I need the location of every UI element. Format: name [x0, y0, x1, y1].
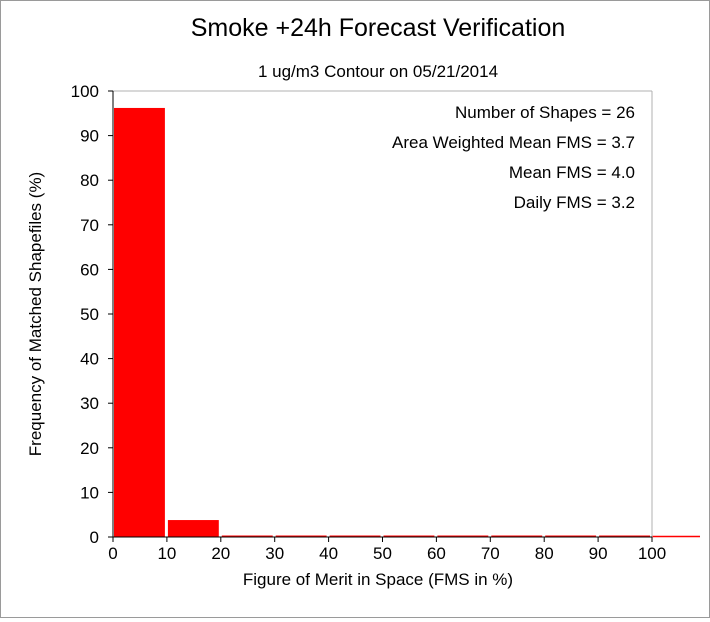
chart-title: Smoke +24h Forecast Verification [191, 14, 566, 42]
x-tick-label: 90 [589, 544, 608, 563]
y-tick-label: 20 [80, 439, 99, 458]
x-axis-label: Figure of Merit in Space (FMS in %) [243, 570, 513, 589]
x-tick-label: 20 [211, 544, 230, 563]
x-tick-label: 10 [157, 544, 176, 563]
x-tick-label: 50 [373, 544, 392, 563]
y-tick-label: 70 [80, 216, 99, 235]
bars-group [114, 107, 700, 538]
bar-50-60 [383, 535, 435, 537]
y-tick-label: 50 [80, 305, 99, 324]
y-tick-label: 0 [90, 528, 99, 547]
y-tick-label: 90 [80, 127, 99, 146]
stat-line: Mean FMS = 4.0 [509, 163, 635, 182]
bar-30-40 [275, 535, 327, 537]
y-ticks-group: 0 10 20 30 40 50 60 70 80 90 100 [71, 82, 113, 547]
stat-line: Number of Shapes = 26 [455, 103, 635, 122]
x-tick-label: 40 [319, 544, 338, 563]
stat-line: Daily FMS = 3.2 [514, 193, 635, 212]
x-tick-label: 70 [481, 544, 500, 563]
chart-subtitle: 1 ug/m3 Contour on 05/21/2014 [258, 62, 498, 81]
bar-70-80 [491, 535, 543, 537]
bar-40-50 [329, 535, 381, 537]
stats-annotations: Number of Shapes = 26 Area Weighted Mean … [392, 103, 635, 212]
x-tick-label: 80 [535, 544, 554, 563]
x-tick-label: 100 [638, 544, 666, 563]
stat-line: Area Weighted Mean FMS = 3.7 [392, 133, 635, 152]
x-ticks-group: 0 10 20 30 40 50 60 70 80 90 100 [108, 537, 666, 563]
y-tick-label: 100 [71, 82, 99, 101]
bar-20-30 [221, 535, 273, 537]
y-tick-label: 80 [80, 171, 99, 190]
y-tick-label: 40 [80, 350, 99, 369]
y-axis-label: Frequency of Matched Shapefiles (%) [26, 172, 45, 456]
x-tick-label: 60 [427, 544, 446, 563]
x-tick-label: 0 [108, 544, 117, 563]
bar-10-20 [167, 520, 219, 537]
axes-group [112, 90, 653, 538]
bar-90-100 [599, 535, 650, 537]
y-tick-label: 10 [80, 483, 99, 502]
x-tick-label: 30 [265, 544, 284, 563]
y-tick-label: 30 [80, 394, 99, 413]
bar-80-90 [545, 535, 597, 537]
y-tick-label: 60 [80, 260, 99, 279]
bar-60-70 [437, 535, 489, 537]
bar-0-10 [114, 107, 165, 537]
